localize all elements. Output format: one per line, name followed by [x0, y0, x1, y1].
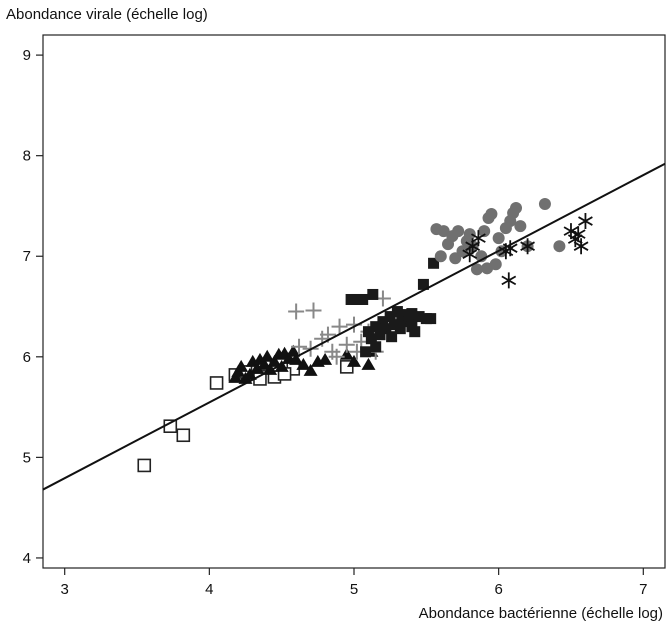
regression-line: [42, 162, 666, 491]
data-point-filled-square: [374, 329, 386, 341]
data-point-filled-square: [360, 346, 372, 358]
data-point-plus: [305, 302, 322, 319]
x-tick-label: 5: [350, 581, 358, 598]
data-point-triangle: [228, 370, 243, 383]
data-point-asterisk: [578, 213, 593, 230]
data-point-triangle: [267, 354, 282, 367]
data-point-open-square: [176, 428, 191, 443]
data-point-filled-square: [425, 313, 437, 325]
x-tick-label: 3: [61, 581, 69, 598]
data-point-circle: [553, 240, 566, 253]
y-tick-label: 4: [23, 550, 31, 567]
data-point-circle: [456, 245, 469, 258]
data-point-triangle: [286, 344, 301, 357]
x-tick-label: 7: [639, 581, 647, 598]
data-point-plus: [338, 336, 355, 353]
data-point-triangle: [361, 357, 376, 370]
data-point-asterisk: [502, 240, 518, 257]
data-point-open-square: [137, 458, 152, 473]
data-point-filled-square: [367, 288, 379, 300]
data-point-circle: [452, 225, 465, 238]
data-point-circle: [492, 232, 505, 245]
data-point-filled-square: [370, 321, 382, 333]
x-tick-label: 4: [205, 581, 213, 598]
data-point-asterisk: [567, 231, 583, 248]
y-tick-label: 8: [23, 148, 31, 165]
data-point-filled-square: [377, 316, 389, 328]
data-point-circle: [463, 228, 476, 241]
data-point-circle: [514, 220, 527, 233]
data-point-filled-square: [370, 341, 382, 353]
data-point-circle: [470, 263, 483, 276]
data-point-triangle: [289, 352, 304, 365]
data-point-filled-square: [394, 323, 406, 335]
data-point-triangle: [347, 354, 361, 367]
data-point-filled-square: [409, 326, 421, 338]
data-point-asterisk: [471, 230, 486, 247]
data-point-asterisk: [573, 238, 589, 255]
data-point-triangle: [260, 349, 275, 362]
y-axis-label: Abondance virale (échelle log): [6, 6, 208, 23]
data-point-filled-square: [351, 293, 363, 305]
data-point-triangle: [250, 361, 265, 374]
data-point-filled-square: [357, 293, 369, 305]
y-tick-label: 9: [23, 47, 31, 64]
data-point-asterisk: [501, 272, 517, 289]
data-point-plus: [328, 348, 345, 365]
data-point-filled-square: [365, 333, 377, 345]
data-point-triangle: [274, 359, 289, 372]
data-point-circle: [434, 250, 447, 263]
data-point-asterisk: [462, 246, 478, 263]
data-point-asterisk: [570, 226, 586, 243]
data-point-triangle: [318, 352, 333, 365]
axes: 4 5 6 7 8 9 3 4 5 6 7: [23, 47, 648, 598]
data-point-triangle: [303, 363, 318, 376]
data-point-plus: [288, 303, 305, 320]
data-point-filled-square: [406, 308, 418, 320]
data-point-filled-square: [417, 278, 429, 290]
x-tick-label: 6: [494, 581, 502, 598]
data-point-asterisk: [520, 238, 535, 255]
y-tick-label: 6: [23, 349, 31, 366]
data-point-circle: [538, 197, 551, 210]
data-point-filled-square: [384, 311, 396, 323]
data-point-plus: [331, 318, 348, 335]
data-point-filled-square: [345, 293, 357, 305]
data-point-filled-square: [391, 306, 403, 318]
x-axis-label: Abondance bactérienne (échelle log): [418, 605, 663, 622]
data-point-triangle: [234, 359, 249, 372]
data-point-circle: [478, 225, 491, 238]
data-point-plus: [291, 338, 308, 355]
data-point-open-square: [209, 376, 224, 390]
data-point-triangle: [296, 357, 311, 370]
data-point-triangle: [242, 367, 257, 380]
y-tick-label: 5: [23, 449, 31, 466]
data-point-circle: [485, 208, 498, 221]
data-point-filled-square: [399, 309, 411, 321]
data-point-circle: [510, 201, 523, 214]
data-point-filled-square: [389, 319, 401, 331]
data-point-filled-square: [380, 323, 392, 335]
data-point-filled-square: [428, 257, 440, 269]
data-point-filled-square: [386, 331, 398, 343]
regression-line-group: [42, 162, 666, 491]
data-point-filled-square: [362, 326, 374, 338]
data-point-circle: [437, 225, 450, 238]
data-point-filled-square: [413, 311, 425, 323]
data-point-circle: [481, 262, 494, 275]
y-tick-label: 7: [23, 248, 31, 265]
data-marks: [137, 197, 593, 473]
